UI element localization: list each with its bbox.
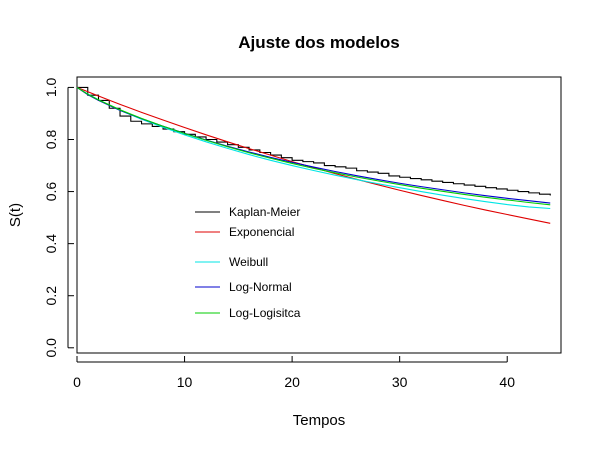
- x-tick-label: 40: [499, 374, 515, 390]
- y-tick-label: 0.2: [43, 286, 59, 306]
- x-tick-label: 0: [73, 374, 81, 390]
- y-axis-label: S(t): [7, 203, 24, 227]
- y-tick-label: 0.0: [43, 338, 59, 358]
- series-line-kaplan-meier: [77, 86, 551, 196]
- legend-label-weibull: Weibull: [229, 255, 268, 269]
- x-tick-label: 30: [392, 374, 408, 390]
- legend: Kaplan-Meier Exponencial Weibull Log-Normal…: [195, 205, 301, 320]
- series-line-log-normal: [76, 86, 551, 204]
- legend-label-log-normal: Log-Normal: [229, 280, 292, 294]
- x-axis-label: Tempos: [293, 412, 346, 429]
- y-tick-label: 0.4: [43, 234, 59, 254]
- chart-title: Ajuste dos modelos: [238, 33, 400, 52]
- series-layer: [76, 86, 551, 224]
- x-tick-label: 10: [177, 374, 193, 390]
- legend-label-kaplan-meier: Kaplan-Meier: [229, 205, 300, 219]
- x-axis: 0 10 20 30 40: [73, 356, 515, 390]
- legend-label-log-logisitca: Log-Logisitca: [229, 306, 301, 320]
- series-line-log-logisitca: [76, 86, 551, 206]
- y-tick-label: 0.6: [43, 182, 59, 202]
- series-line-exponencial: [76, 86, 551, 224]
- y-tick-label: 0.8: [43, 130, 59, 150]
- x-tick-label: 20: [284, 374, 300, 390]
- legend-label-exponencial: Exponencial: [229, 225, 294, 239]
- y-tick-label: 1.0: [43, 77, 59, 97]
- plot-frame: [76, 76, 562, 354]
- y-axis: 0.0 0.2 0.4 0.6 0.8 1.0: [43, 77, 74, 358]
- series-line-weibull: [76, 86, 551, 210]
